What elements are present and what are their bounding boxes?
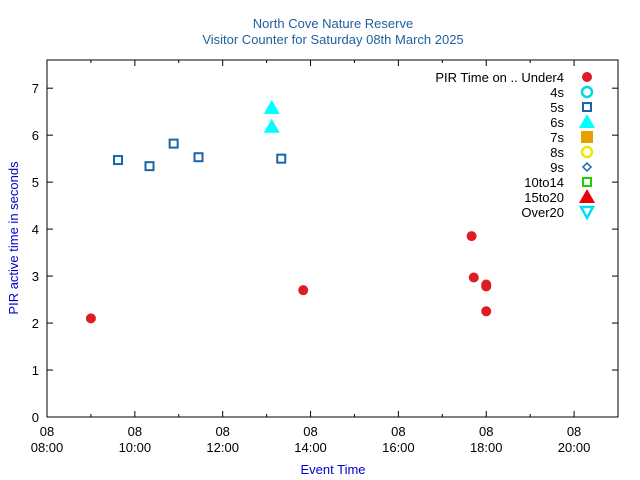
x-tick-label-time: 08:00 <box>31 440 64 455</box>
legend-marker-8s <box>580 145 594 159</box>
x-tick-label-day: 08 <box>567 424 581 439</box>
legend-label-8s: 8s <box>550 145 564 160</box>
legend-marker-under4 <box>582 72 592 82</box>
legend-label-4s: 4s <box>550 85 564 100</box>
y-tick-label: 1 <box>32 363 39 378</box>
legend-label-under4: PIR Time on .. Under4 <box>435 70 564 85</box>
x-tick-label-time: 20:00 <box>558 440 591 455</box>
y-tick-label: 2 <box>32 316 39 331</box>
data-point-under4 <box>298 285 309 296</box>
y-tick-label: 0 <box>32 410 39 425</box>
legend-marker-15to20 <box>579 189 595 203</box>
data-point-6s <box>263 118 280 133</box>
legend-marker-7s <box>581 131 593 143</box>
x-tick-label-time: 14:00 <box>294 440 327 455</box>
x-axis-label: Event Time <box>300 462 365 477</box>
y-tick-label: 6 <box>32 128 39 143</box>
chart-subtitle: Visitor Counter for Saturday 08th March … <box>202 32 463 47</box>
chart-title: North Cove Nature Reserve <box>253 16 413 31</box>
legend: PIR Time on .. Under44s5s6s7s8s9s10to141… <box>435 70 596 221</box>
x-tick-label-time: 12:00 <box>206 440 239 455</box>
data-point-5s <box>276 153 287 164</box>
data-point-under4 <box>481 281 492 292</box>
legend-label-5s: 5s <box>550 100 564 115</box>
legend-marker-10to14 <box>582 177 592 187</box>
x-tick-label-day: 08 <box>303 424 317 439</box>
legend-label-over20: Over20 <box>521 205 564 220</box>
data-point-5s <box>113 155 124 166</box>
legend-label-15to20: 15to20 <box>524 190 564 205</box>
x-tick-label-day: 08 <box>479 424 493 439</box>
legend-marker-over20 <box>578 205 596 221</box>
x-tick-label-time: 10:00 <box>119 440 152 455</box>
x-tick-label-time: 16:00 <box>382 440 415 455</box>
data-point-under4 <box>481 306 492 317</box>
x-tick-label-day: 08 <box>215 424 229 439</box>
data-point-5s <box>144 161 155 172</box>
data-point-under4 <box>468 272 479 283</box>
y-tick-label: 7 <box>32 81 39 96</box>
x-tick-label-time: 18:00 <box>470 440 503 455</box>
legend-label-9s: 9s <box>550 160 564 175</box>
x-tick-label-day: 08 <box>40 424 54 439</box>
data-point-under4 <box>85 313 96 324</box>
legend-label-10to14: 10to14 <box>524 175 564 190</box>
x-tick-label-day: 08 <box>391 424 405 439</box>
y-tick-label: 4 <box>32 222 39 237</box>
legend-label-6s: 6s <box>550 115 564 130</box>
data-point-5s <box>168 138 179 149</box>
data-point-under4 <box>466 231 477 242</box>
legend-marker-4s <box>580 85 594 99</box>
y-tick-label: 5 <box>32 175 39 190</box>
plot-frame <box>46 59 619 418</box>
x-tick-label-day: 08 <box>128 424 142 439</box>
data-point-5s <box>193 152 204 163</box>
data-point-6s <box>263 99 280 114</box>
y-axis-label: PIR active time in seconds <box>6 161 21 315</box>
y-tick-label: 3 <box>32 269 39 284</box>
legend-marker-9s <box>581 161 593 173</box>
legend-marker-6s <box>579 114 595 128</box>
legend-label-7s: 7s <box>550 130 564 145</box>
legend-marker-5s <box>582 102 592 112</box>
